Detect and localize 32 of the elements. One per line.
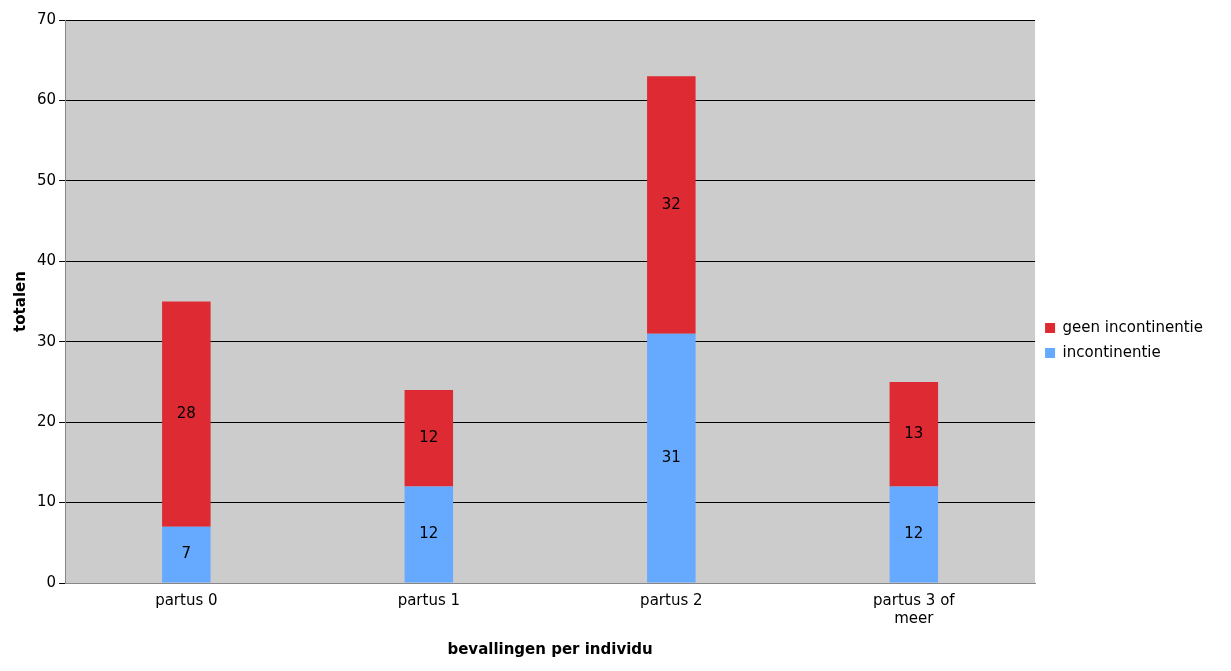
data-label: 12 <box>419 428 439 447</box>
data-label: 13 <box>904 424 924 443</box>
x-axis-title: bevallingen per individu <box>447 639 653 658</box>
data-label: 12 <box>904 524 924 543</box>
bar <box>404 486 454 583</box>
y-tick-label: 30 <box>36 331 57 350</box>
y-tick-label: 50 <box>36 170 57 189</box>
y-tick-label: 10 <box>36 492 57 511</box>
bar <box>889 486 939 583</box>
bar <box>647 333 696 583</box>
data-label: 31 <box>661 447 681 466</box>
bar <box>889 381 939 487</box>
bar <box>647 76 696 334</box>
x-tick-label: partus 3 of meer <box>873 590 956 627</box>
legend-label: incontinentie <box>1062 342 1161 361</box>
y-tick-label: 60 <box>36 90 57 109</box>
data-label: 12 <box>419 524 439 543</box>
y-tick-label: 70 <box>36 9 57 28</box>
legend-label: geen incontinentie <box>1062 317 1204 336</box>
bar <box>162 526 211 583</box>
data-label: 32 <box>661 194 681 213</box>
x-tick-label: partus 1 <box>397 590 461 609</box>
x-tick-label: partus 0 <box>155 590 218 609</box>
x-tick-label: partus 2 <box>640 590 703 609</box>
y-tick-label: 40 <box>36 251 57 270</box>
bar <box>162 301 211 527</box>
data-label: 28 <box>176 403 196 422</box>
data-label: 7 <box>181 544 192 563</box>
y-tick-label: 20 <box>36 412 57 431</box>
y-axis-title: totalen <box>10 271 29 332</box>
bar <box>404 389 454 487</box>
y-tick-label: 0 <box>46 572 57 591</box>
